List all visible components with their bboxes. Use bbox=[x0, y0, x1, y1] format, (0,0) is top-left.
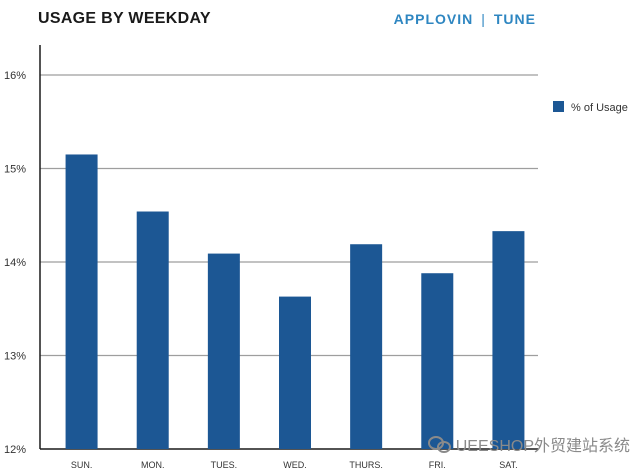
y-axis-ticks: 12% 13% 14% 15% 16% bbox=[4, 70, 26, 456]
y-tick-label: 15% bbox=[4, 164, 26, 176]
legend-swatch bbox=[553, 101, 564, 112]
x-tick-label: THURS. bbox=[349, 460, 383, 470]
brand-applovin: APPLOVIN bbox=[393, 11, 474, 27]
x-tick-label: WED. bbox=[283, 460, 307, 470]
y-tick-label: 16% bbox=[4, 70, 26, 82]
chart-title: USAGE BY WEEKDAY bbox=[38, 10, 211, 27]
bar-series bbox=[65, 154, 525, 449]
x-axis-ticks: SUN. MON. TUES. WED. THURS. FRI. SAT. bbox=[71, 460, 518, 470]
y-tick-label: 12% bbox=[4, 444, 26, 456]
x-tick-label: FRI. bbox=[429, 460, 446, 470]
x-tick-label: MON. bbox=[141, 460, 165, 470]
brand-separator: | bbox=[481, 11, 486, 27]
bar bbox=[421, 273, 454, 449]
brand-tune: TUNE bbox=[493, 11, 536, 27]
y-tick-label: 14% bbox=[4, 257, 26, 269]
bar bbox=[207, 253, 240, 449]
brand-logo: APPLOVIN | TUNE bbox=[394, 11, 536, 27]
bar bbox=[492, 231, 525, 449]
x-tick-label: TUES. bbox=[211, 460, 238, 470]
bar bbox=[136, 211, 169, 449]
bar bbox=[65, 154, 98, 449]
x-tick-label: SAT. bbox=[499, 460, 517, 470]
wechat-icon bbox=[427, 436, 451, 453]
bar bbox=[350, 244, 383, 449]
x-tick-label: SUN. bbox=[71, 460, 93, 470]
bar bbox=[279, 296, 311, 449]
legend: % of Usage bbox=[553, 101, 628, 114]
legend-label: % of Usage bbox=[571, 102, 628, 114]
watermark-text: UEESHOP外贸建站系统 bbox=[455, 438, 630, 455]
watermark: UEESHOP外贸建站系统 bbox=[427, 432, 630, 456]
y-tick-label: 13% bbox=[4, 351, 26, 363]
